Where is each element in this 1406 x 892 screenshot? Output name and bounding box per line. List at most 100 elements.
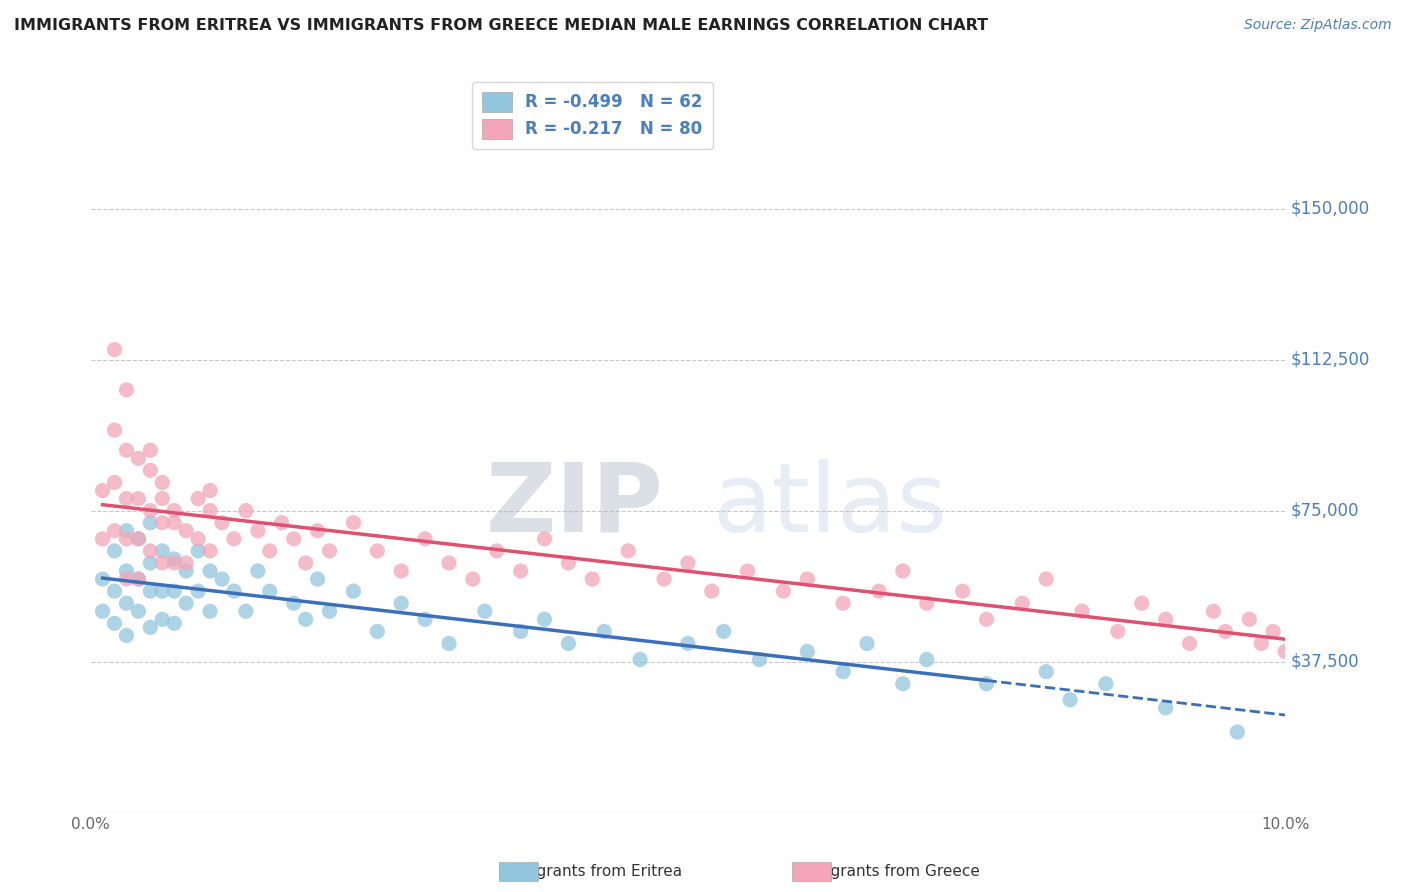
Point [150,544,173,558]
Point [557,556,579,570]
Point [187,544,209,558]
Point [198,503,221,517]
Point [103,423,125,437]
Point [1274,644,1296,658]
Point [150,612,173,626]
Point [198,604,221,618]
Point [115,628,138,642]
Point [222,532,245,546]
Point [259,584,281,599]
Point [485,544,508,558]
Point [163,616,186,631]
Point [856,636,879,650]
Point [115,532,138,546]
Text: atlas: atlas [711,458,946,551]
Point [1035,572,1057,586]
Point [1202,604,1225,618]
Point [915,652,938,666]
Text: Immigrants from Eritrea: Immigrants from Eritrea [499,863,682,879]
Point [187,532,209,546]
Point [115,524,138,538]
Point [270,516,292,530]
Point [127,451,149,466]
Point [437,556,460,570]
Point [198,483,221,498]
Point [1250,636,1272,650]
Point [174,524,197,538]
Point [952,584,974,599]
Point [474,604,496,618]
Point [1178,636,1201,650]
Point [581,572,603,586]
Point [163,552,186,566]
Point [1071,604,1094,618]
Point [509,564,531,578]
Point [115,572,138,586]
Point [307,572,329,586]
Text: ZIP: ZIP [486,458,664,551]
Point [342,516,364,530]
Point [211,516,233,530]
Point [294,556,316,570]
Point [366,624,388,639]
Legend: R = -0.499   N = 62, R = -0.217   N = 80: R = -0.499 N = 62, R = -0.217 N = 80 [472,82,713,149]
Point [868,584,890,599]
Point [1095,677,1118,691]
Point [91,483,114,498]
Point [115,383,138,397]
Point [139,620,162,634]
Point [891,564,914,578]
Point [1059,693,1081,707]
Point [676,636,699,650]
Point [115,596,138,610]
Point [976,677,998,691]
Point [796,572,818,586]
Point [1263,624,1285,639]
Point [389,596,412,610]
Point [283,596,305,610]
Point [163,584,186,599]
Point [115,443,138,458]
Point [222,584,245,599]
Text: $37,500: $37,500 [1291,653,1360,671]
Point [150,516,173,530]
Point [115,564,138,578]
Point [1130,596,1153,610]
Point [187,491,209,506]
Point [127,491,149,506]
Point [1215,624,1237,639]
Point [198,544,221,558]
Point [163,503,186,517]
Point [174,564,197,578]
Point [235,604,257,618]
Point [150,556,173,570]
Point [533,612,555,626]
Point [628,652,651,666]
Point [139,544,162,558]
Point [115,491,138,506]
Text: Immigrants from Greece: Immigrants from Greece [792,863,980,879]
Point [150,491,173,506]
Point [246,564,269,578]
Point [1239,612,1261,626]
Point [318,604,340,618]
Point [139,556,162,570]
Point [1011,596,1033,610]
Point [1226,725,1249,739]
Point [652,572,675,586]
Point [557,636,579,650]
Point [139,503,162,517]
Point [127,604,149,618]
Point [1035,665,1057,679]
Point [772,584,794,599]
Point [389,564,412,578]
Point [1154,612,1177,626]
Point [246,524,269,538]
Point [413,612,436,626]
Point [700,584,723,599]
Point [1154,701,1177,715]
Point [127,572,149,586]
Text: Source: ZipAtlas.com: Source: ZipAtlas.com [1244,18,1392,32]
Point [342,584,364,599]
Point [832,665,855,679]
